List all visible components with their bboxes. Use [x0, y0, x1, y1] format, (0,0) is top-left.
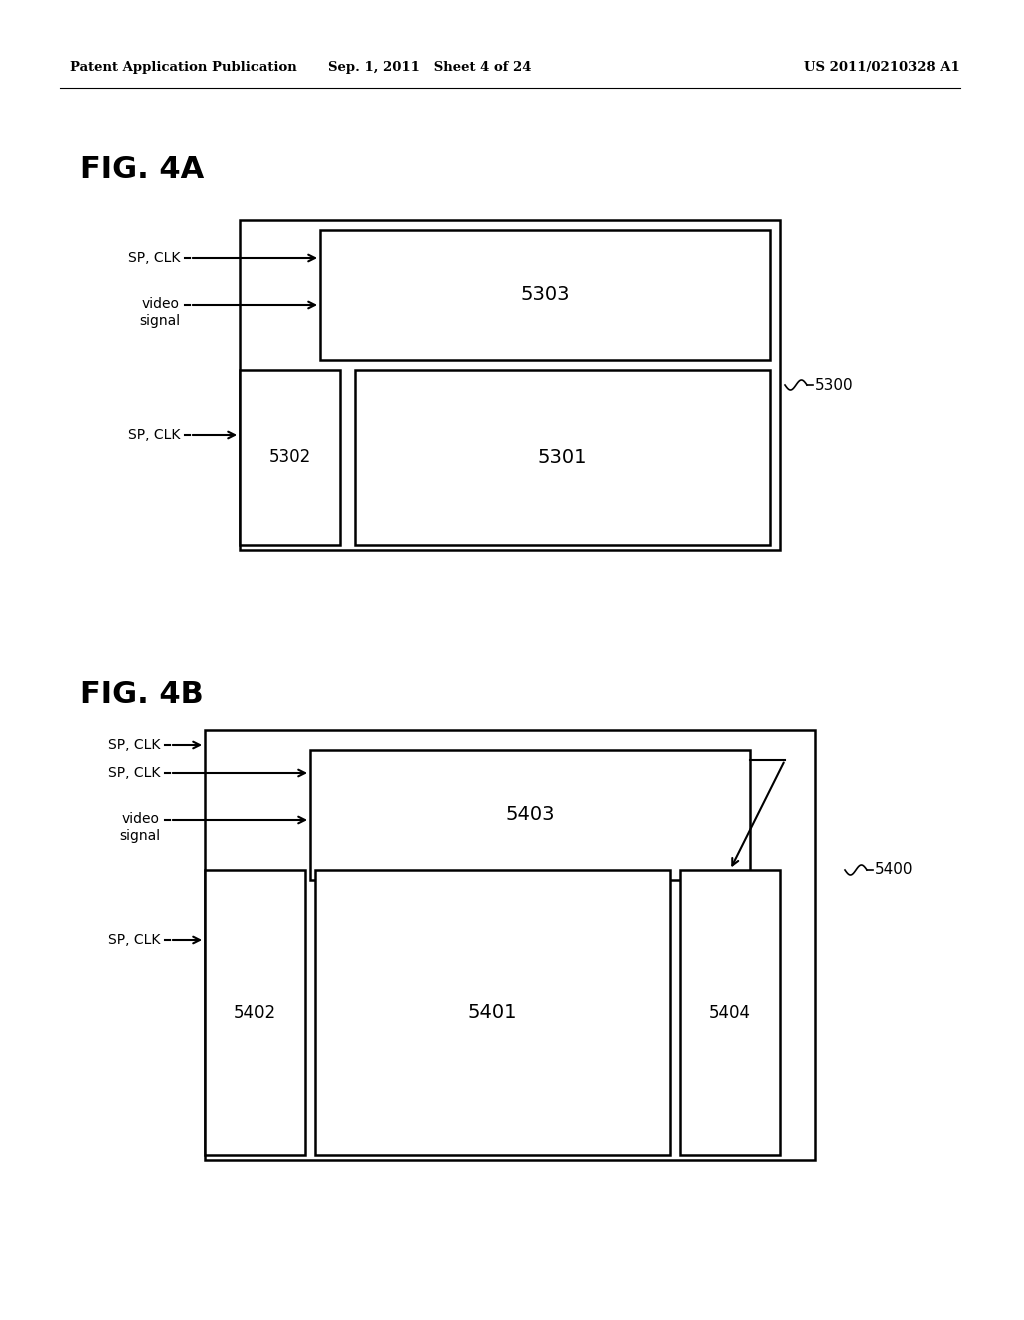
Text: SP, CLK: SP, CLK [128, 251, 180, 265]
Text: Patent Application Publication: Patent Application Publication [70, 62, 297, 74]
Bar [310, 750, 750, 880]
Text: 5401: 5401 [468, 1003, 517, 1022]
Bar [240, 370, 340, 545]
Bar [205, 870, 305, 1155]
Text: 5404: 5404 [709, 1003, 751, 1022]
Text: US 2011/0210328 A1: US 2011/0210328 A1 [804, 62, 961, 74]
Bar [205, 730, 815, 1160]
Bar [319, 230, 770, 360]
Text: 5402: 5402 [233, 1003, 276, 1022]
Text: 5403: 5403 [505, 805, 555, 825]
Text: video
signal: video signal [139, 297, 180, 329]
Bar [680, 870, 780, 1155]
Text: SP, CLK: SP, CLK [108, 738, 160, 752]
Text: 5400: 5400 [874, 862, 913, 878]
Text: FIG. 4B: FIG. 4B [80, 680, 204, 709]
Text: video
signal: video signal [119, 812, 160, 843]
Text: 5301: 5301 [538, 447, 587, 467]
Bar [355, 370, 770, 545]
Text: Sep. 1, 2011   Sheet 4 of 24: Sep. 1, 2011 Sheet 4 of 24 [329, 62, 531, 74]
Bar [240, 220, 780, 550]
Bar [315, 870, 670, 1155]
Text: SP, CLK: SP, CLK [108, 766, 160, 780]
Text: 5303: 5303 [520, 285, 569, 305]
Text: SP, CLK: SP, CLK [108, 933, 160, 946]
Text: SP, CLK: SP, CLK [128, 428, 180, 442]
Text: 5300: 5300 [815, 378, 854, 392]
Text: 5302: 5302 [269, 449, 311, 466]
Text: FIG. 4A: FIG. 4A [80, 154, 204, 183]
